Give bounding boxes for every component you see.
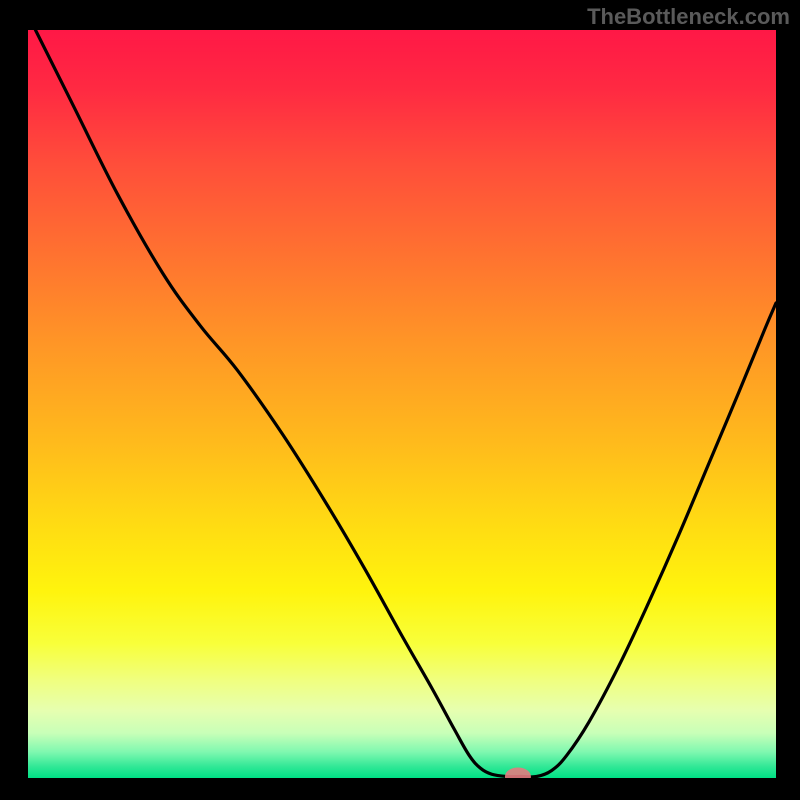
bottleneck-chart — [28, 30, 776, 778]
chart-background — [28, 30, 776, 778]
watermark-label: TheBottleneck.com — [587, 4, 790, 30]
chart-svg — [28, 30, 776, 778]
